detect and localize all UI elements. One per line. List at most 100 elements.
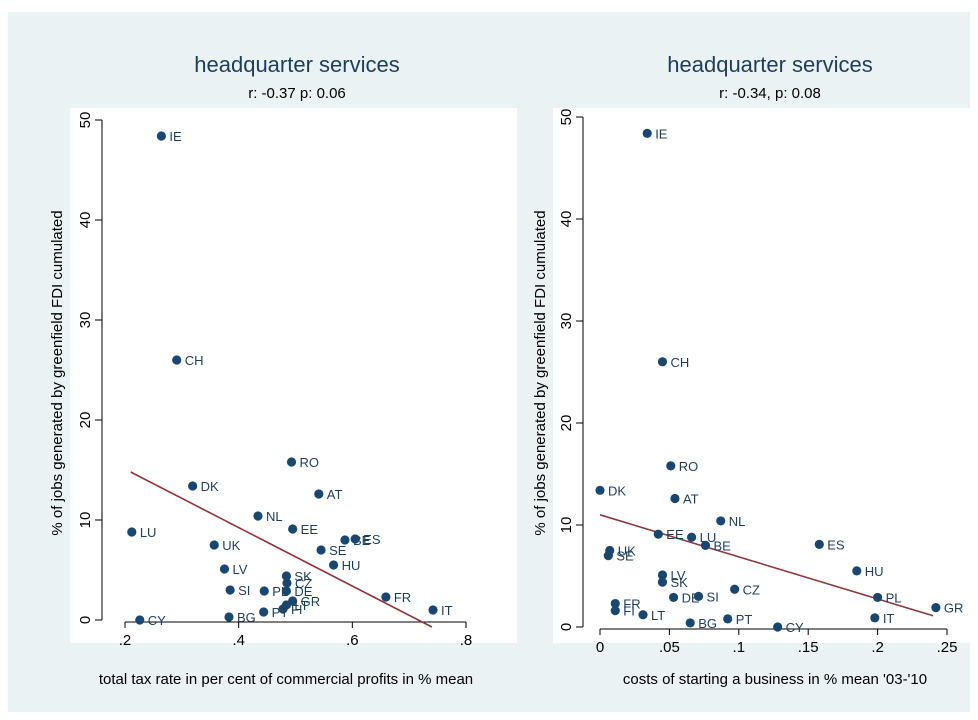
right-x-tick-label: 0: [596, 639, 604, 656]
right-data-label-nl: NL: [729, 514, 746, 529]
right-data-point-pt: [723, 614, 733, 624]
right-data-label-bg: BG: [698, 616, 717, 631]
right-data-label-hu: HU: [865, 564, 884, 579]
right-data-point-lt: [638, 610, 648, 620]
right-data-point-lu: [687, 532, 697, 542]
right-data-label-dk: DK: [608, 483, 626, 498]
left-data-point-fi: [278, 604, 288, 614]
right-data-label-pl: PL: [886, 590, 902, 605]
left-data-point-lv: [219, 564, 230, 574]
right-data-point-it: [870, 613, 880, 623]
left-data-label-lt: LT: [294, 598, 308, 613]
right-data-label-uk: UK: [618, 544, 636, 559]
left-data-point-pl: [259, 586, 269, 596]
right-data-label-it: IT: [883, 611, 895, 626]
left-data-label-at: AT: [327, 487, 343, 502]
left-fit-line-group: [130, 471, 433, 628]
left-x-axis-label: total tax rate in per cent of commercial…: [99, 671, 473, 688]
right-data-label-lv: LV: [670, 568, 685, 583]
right-y-tick-label: 0: [558, 623, 575, 631]
left-data-label-si: SI: [238, 583, 250, 598]
left-data-point-bg: [224, 612, 234, 622]
left-data-point-cy: [135, 615, 145, 625]
left-data-label-gr: GR: [301, 594, 321, 609]
left-data-point-fr: [381, 592, 391, 602]
left-plot-area: [70, 108, 517, 643]
left-y-axis-label: % of jobs generated by greenfield FDI cu…: [49, 210, 66, 535]
right-data-label-sk: SK: [670, 575, 688, 590]
left-data-point-ee: [288, 524, 298, 534]
right-data-label-se: SE: [616, 549, 634, 564]
left-data-label-ro: RO: [300, 455, 320, 470]
left-data-point-dk: [188, 481, 198, 491]
left-data-point-ro: [286, 457, 297, 467]
left-chart-subtitle: r: -0.37 p: 0.06: [248, 85, 346, 102]
left-data-label-fi: FI: [291, 602, 303, 617]
left-axis-ticks: 0 10 20 30 40 50 .2 .4 .6 .8: [77, 112, 472, 649]
left-data-label-ee: EE: [301, 522, 319, 537]
right-data-label-pt: PT: [736, 612, 753, 627]
left-data-point-be: [340, 535, 350, 545]
right-data-label-ro: RO: [679, 459, 699, 474]
right-data-label-es: ES: [827, 537, 845, 552]
right-data-point-lv: [657, 570, 668, 580]
left-data-point-se: [316, 545, 326, 555]
right-y-tick-label: 20: [558, 415, 575, 432]
right-panel: headquarter services r: -0.34, p: 0.08 c…: [532, 52, 970, 688]
left-data-point-lu: [127, 527, 137, 537]
left-data-label-cy: CY: [148, 613, 166, 628]
right-data-point-se: [603, 551, 613, 561]
left-data-point-sk: [281, 571, 292, 581]
right-data-point-ee: [653, 529, 663, 539]
left-data-point-at: [314, 489, 324, 499]
right-x-tick-label: .05: [659, 639, 680, 656]
right-data-point-hu: [852, 566, 862, 576]
right-y-tick-label: 50: [558, 109, 575, 126]
left-data-point-ie: [156, 131, 166, 141]
right-plot-area: [553, 108, 970, 643]
left-data-point-it: [428, 605, 438, 615]
left-panel: headquarter services r: -0.37 p: 0.06 to…: [49, 52, 517, 688]
left-data-point-nl: [253, 511, 263, 521]
left-data-label-sk: SK: [294, 569, 312, 584]
right-data-point-be: [700, 540, 711, 551]
left-y-tick-label: 40: [77, 212, 94, 229]
left-data-point-uk: [209, 540, 219, 550]
left-data-label-hu: HU: [342, 558, 361, 573]
right-data-point-ro: [666, 461, 676, 471]
left-fit-line: [130, 471, 433, 628]
left-x-tick-label: .2: [119, 632, 132, 649]
right-data-label-cz: CZ: [743, 582, 760, 597]
left-data-label-dk: DK: [201, 479, 219, 494]
right-x-axis-label: costs of starting a business in % mean '…: [623, 671, 927, 688]
right-data-point-dk: [595, 485, 605, 495]
right-y-tick-label: 30: [558, 313, 575, 330]
right-x-tick-label: .2: [871, 639, 884, 656]
left-data-label-it: IT: [441, 603, 453, 618]
left-y-tick-label: 30: [77, 312, 94, 329]
right-x-tick-label: .25: [937, 639, 958, 656]
left-data-label-pt: PT: [272, 605, 289, 620]
left-data-label-lv: LV: [232, 562, 247, 577]
left-data-label-de: DE: [294, 584, 312, 599]
right-data-point-ch: [657, 357, 668, 367]
left-data-point-si: [225, 585, 235, 595]
left-data-label-es: ES: [363, 532, 381, 547]
right-data-point-cz: [730, 584, 740, 594]
right-data-point-at: [670, 493, 680, 504]
left-data-point-de: [281, 586, 292, 596]
left-y-tick-label: 50: [77, 112, 94, 129]
right-data-point-si: [693, 591, 704, 602]
right-data-point-fr: [610, 598, 620, 609]
left-x-tick-label: .4: [232, 632, 245, 649]
right-data-label-si: SI: [707, 589, 719, 604]
right-data-label-gr: GR: [944, 601, 964, 616]
left-data-point-pt: [259, 607, 269, 617]
left-data-point-ch: [172, 355, 182, 365]
left-data-label-nl: NL: [266, 509, 283, 524]
right-data-point-sk: [657, 577, 668, 587]
